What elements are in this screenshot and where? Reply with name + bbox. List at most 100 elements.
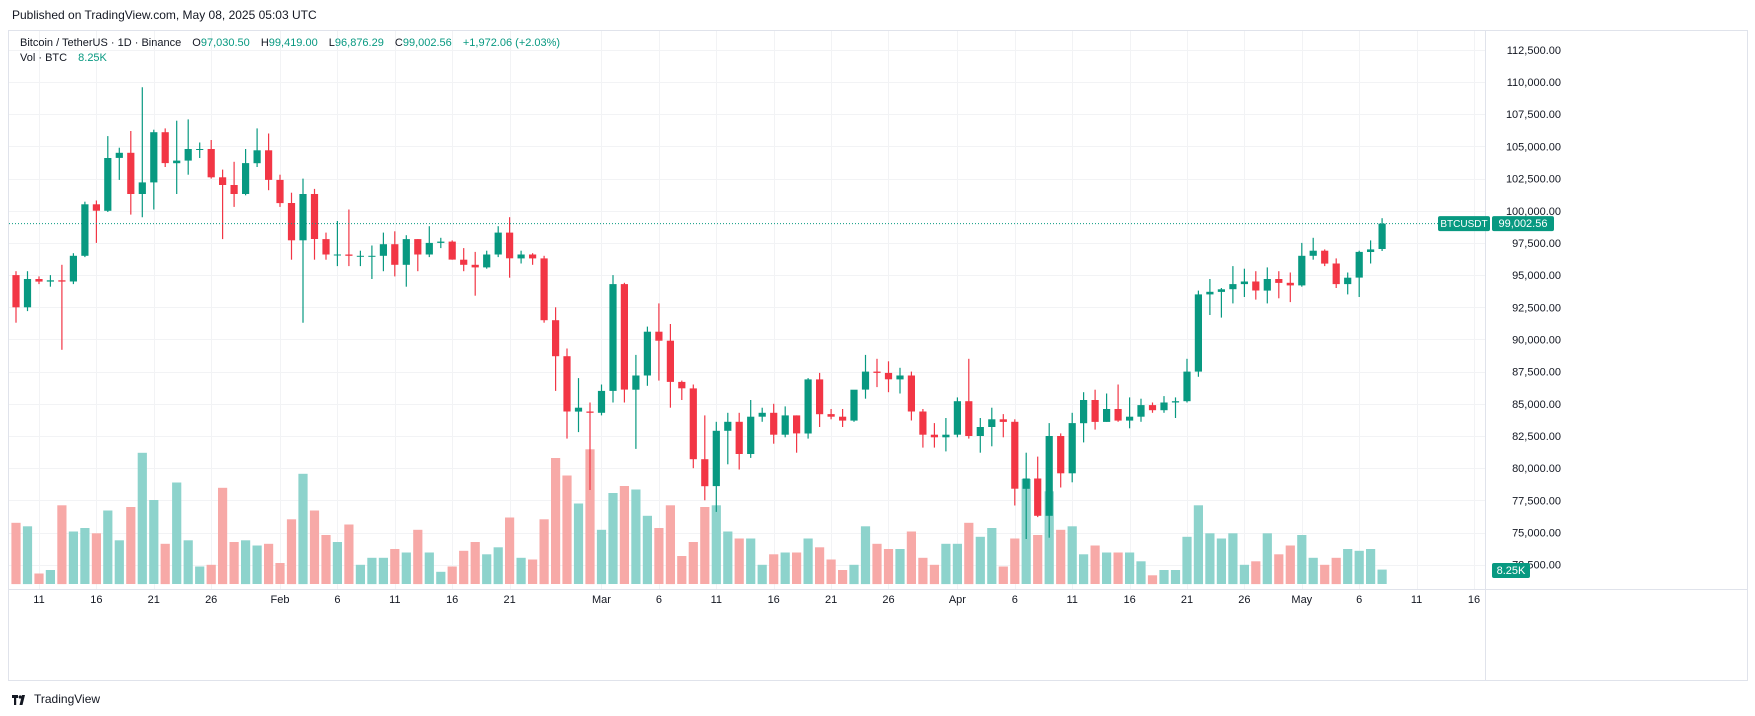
volume-bar	[975, 536, 985, 585]
candle	[1252, 271, 1260, 300]
candlestick-chart[interactable]: 112,500.00 110,000.00 107,500.00 105,000.00…	[9, 31, 1747, 680]
candle	[230, 161, 238, 207]
volume-bar	[229, 542, 239, 584]
candle	[735, 412, 743, 470]
time-tick-label: 11	[1066, 594, 1077, 606]
volume-bar	[700, 507, 710, 584]
volume-bar	[998, 566, 1008, 584]
candle-body	[506, 232, 514, 259]
candle	[942, 418, 950, 452]
last-price-tag: BTCUSDT 99,002.56	[1438, 216, 1554, 232]
candle-body	[437, 241, 445, 243]
candle-body	[747, 416, 755, 454]
candle-body	[1355, 251, 1363, 278]
candle	[1309, 237, 1317, 260]
legend-volume-value: 8.25K	[78, 52, 107, 64]
candle-body	[379, 244, 387, 256]
candle-body	[219, 177, 227, 185]
candle-body	[46, 280, 54, 282]
candle-body	[81, 204, 89, 256]
candle	[574, 378, 583, 433]
candle-body	[356, 255, 364, 257]
candle-body	[942, 434, 950, 438]
candle-body	[414, 239, 422, 255]
volume-bar	[1079, 554, 1089, 585]
time-tick-label: 6	[334, 594, 340, 606]
candle-body	[884, 372, 893, 380]
volume-bar	[1262, 533, 1272, 585]
candle-body	[793, 415, 801, 434]
candle	[655, 303, 663, 381]
price-tick-label: 112,500.00	[1507, 45, 1561, 57]
candle	[299, 178, 307, 323]
time-tick-label: 6	[656, 594, 662, 606]
candle-body	[1148, 405, 1157, 411]
last-price-text: 99,002.56	[1499, 218, 1548, 230]
volume-bar	[183, 540, 193, 585]
candle	[506, 217, 514, 278]
volume-bar	[493, 547, 503, 585]
volume-bar	[195, 566, 205, 584]
time-tick-label: 16	[1123, 594, 1135, 606]
volume-bar	[1159, 570, 1169, 584]
candle	[356, 250, 364, 267]
volume-bar	[241, 540, 251, 585]
candle	[678, 380, 686, 400]
candle-body	[1378, 223, 1386, 249]
volume-bar	[11, 522, 21, 585]
candle-body	[758, 412, 766, 417]
volume-bar	[562, 475, 572, 584]
volume-bar	[964, 522, 974, 585]
volume-bar	[1228, 533, 1238, 585]
volume-bar	[1274, 554, 1284, 585]
candle	[563, 348, 571, 439]
time-tick-label: 11	[389, 594, 400, 606]
candle	[976, 418, 984, 453]
volume-bar	[275, 563, 285, 584]
volume-bar	[344, 524, 354, 584]
candle-body	[563, 356, 571, 412]
candle-body	[930, 434, 938, 438]
candle	[1034, 456, 1042, 518]
candle	[471, 251, 479, 296]
candle	[609, 275, 617, 403]
volume-bar	[482, 554, 492, 585]
chart-frame[interactable]: 112,500.00 110,000.00 107,500.00 105,000.00…	[8, 30, 1748, 681]
candle	[196, 142, 204, 158]
legend-open-value: 97,030.50	[200, 37, 250, 49]
candle	[69, 253, 77, 285]
candle	[1344, 272, 1352, 295]
chart-legend: Bitcoin / TetherUS · 1D · Binance O97,03…	[20, 36, 560, 66]
candle	[1217, 288, 1225, 318]
candle	[1332, 258, 1340, 288]
volume-bar	[780, 552, 790, 584]
candle-body	[873, 371, 881, 373]
volume-bar	[1033, 535, 1043, 584]
candle-body	[253, 150, 261, 164]
candle-body	[839, 416, 847, 421]
time-tick-label: Apr	[949, 594, 966, 606]
candle-body	[827, 414, 835, 417]
volume-bar	[309, 510, 320, 584]
candle-body	[574, 407, 583, 412]
candle-body	[150, 132, 158, 183]
candle-body	[1229, 284, 1237, 290]
candle	[391, 231, 399, 277]
volume-bar	[987, 528, 997, 584]
volume-bar	[252, 545, 262, 584]
candle-body	[988, 419, 996, 427]
candle-body	[1183, 371, 1191, 402]
candle-body	[517, 254, 525, 259]
candle-body	[299, 194, 307, 241]
candle-body	[643, 331, 651, 376]
time-tick-label: 16	[1468, 594, 1480, 606]
volume-bar	[332, 542, 342, 584]
symbol-tag-text: BTCUSDT	[1440, 219, 1487, 230]
volume-bar	[298, 473, 308, 585]
volume-bar	[1239, 564, 1249, 585]
candle	[345, 209, 353, 267]
footer-branding[interactable]: TradingView	[12, 692, 100, 706]
candle	[1091, 389, 1099, 430]
candle	[540, 255, 548, 323]
candle	[850, 389, 858, 422]
